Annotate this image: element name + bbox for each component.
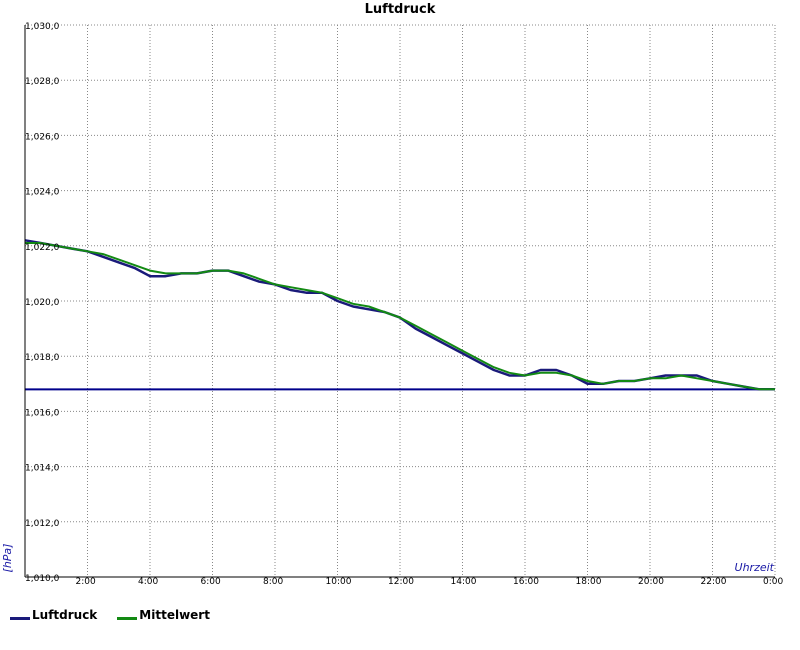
plot-background [0,0,800,600]
y-tick-labels: 1,010,0 1,012,0 1,014,0 1,016,0 1,018,0 1,020… [25,22,60,584]
legend: Luftdruck Mittelwert [10,608,210,622]
y-tick-label: 1,026,0 [25,132,60,142]
x-tick-label: 0:00 [763,577,783,587]
x-tick-labels: 2:00 4:00 6:00 8:00 10:00 12:00 14:00 16:00 18:0… [76,577,784,587]
legend-label-mittelwert: Mittelwert [139,608,210,622]
x-tick-label: 16:00 [513,577,539,587]
legend-label-luftdruck: Luftdruck [32,608,98,622]
series-line-mittelwert [25,242,775,391]
x-tick-label: 4:00 [138,577,158,587]
y-tick-label: 1,028,0 [25,77,60,87]
legend-swatch-luftdruck [10,617,30,620]
legend-swatch-mittelwert [117,617,138,620]
chart-title: Luftdruck [365,2,436,17]
y-tick-label: 1,020,0 [25,298,60,308]
y-tick-label: 1,022,0 [25,243,60,253]
y-tick-label: 1,024,0 [25,188,60,198]
grid [25,24,776,577]
x-tick-label: 12:00 [388,577,414,587]
y-tick-label: 1,030,0 [25,22,60,32]
y-axis-label: [hPa] [1,544,14,573]
x-tick-label: 20:00 [638,577,664,587]
x-tick-label: 10:00 [326,577,352,587]
chart-svg: Luftdruck 1,010,01,012,01,014,01,016,01,… [0,0,800,600]
y-tick-label: 1,016,0 [25,408,60,418]
x-tick-label: 6:00 [201,577,221,587]
axes [24,25,775,578]
x-tick-label: 14:00 [451,577,477,587]
y-tick-label: 1,014,0 [25,464,60,474]
y-tick-label: 1,018,0 [25,353,60,363]
x-axis-label: Uhrzeit [735,561,775,574]
x-tick-label: 8:00 [263,577,283,587]
x-tick-label: 18:00 [576,577,602,587]
x-tick-label: 2:00 [76,577,96,587]
y-tick-label: 1,010,0 [25,574,60,584]
legend-item-mittelwert: Mittelwert [117,608,210,622]
series-group [24,239,775,391]
legend-item-luftdruck: Luftdruck [10,608,97,622]
x-tick-label: 22:00 [701,577,727,587]
y-tick-label: 1,012,0 [25,519,60,529]
